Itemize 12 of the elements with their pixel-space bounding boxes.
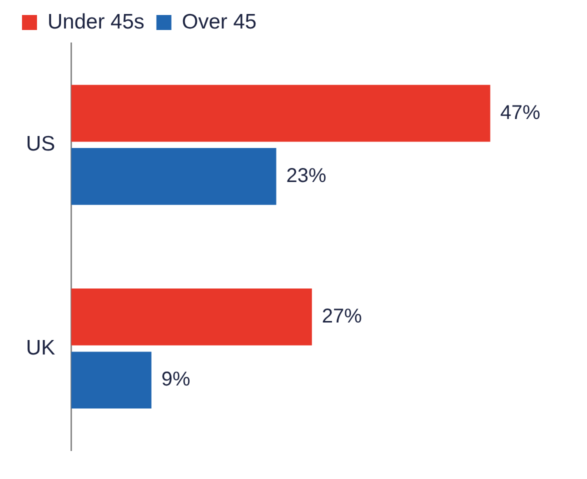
y-tick-label: UK — [26, 336, 56, 360]
bar — [71, 84, 490, 142]
legend-label: Over 45 — [182, 10, 257, 34]
bar — [71, 288, 312, 346]
bar — [71, 148, 276, 205]
data-label: 27% — [322, 305, 362, 328]
data-label: 9% — [161, 368, 191, 391]
bar — [71, 352, 152, 409]
y-tick-label: US — [26, 132, 56, 156]
data-label: 23% — [286, 164, 326, 187]
data-label: 47% — [500, 102, 540, 124]
legend-label: Under 45s — [48, 10, 144, 34]
